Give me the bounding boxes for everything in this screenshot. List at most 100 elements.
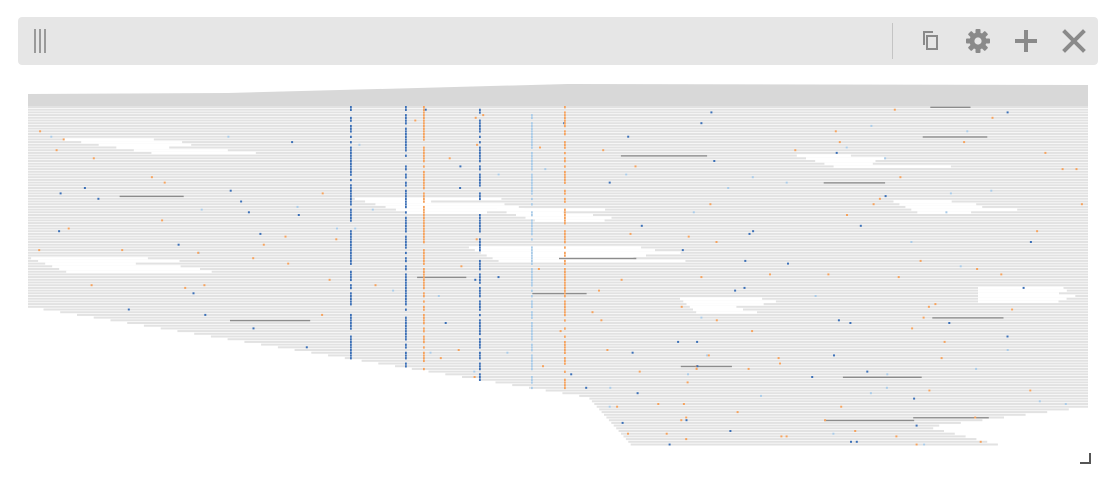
- variant-mark: [479, 351, 481, 354]
- variant-mark: [479, 319, 481, 322]
- read-row: [28, 200, 1088, 203]
- mismatch-mark: [204, 313, 207, 316]
- variant-mark: [350, 284, 352, 287]
- read-gap: [689, 305, 737, 309]
- variant-mark: [350, 316, 352, 319]
- variant-mark: [479, 181, 481, 184]
- mismatch-mark: [197, 251, 200, 254]
- variant-mark: [405, 184, 407, 187]
- variant-mark: [531, 289, 533, 292]
- mismatch-mark: [687, 235, 690, 238]
- mismatch-mark: [392, 289, 395, 292]
- variant-mark: [531, 178, 533, 182]
- variant-mark: [564, 319, 566, 322]
- track-header: [18, 17, 1098, 65]
- read-gap: [486, 254, 646, 258]
- mismatch-mark: [840, 405, 843, 408]
- mismatch-mark: [849, 322, 852, 324]
- mismatch-mark: [55, 149, 58, 152]
- coverage-band: [28, 84, 1088, 106]
- settings-button[interactable]: [963, 26, 993, 56]
- mismatch-mark: [949, 192, 952, 195]
- deletion-mark: [119, 195, 184, 198]
- read-gap: [683, 300, 776, 304]
- variant-mark: [564, 273, 566, 276]
- read-row: [77, 313, 1088, 316]
- mismatch-mark: [682, 403, 685, 405]
- variant-mark: [531, 127, 533, 130]
- read-row: [28, 295, 1088, 297]
- plus-icon: [1015, 30, 1037, 52]
- read-row: [28, 114, 1088, 117]
- variant-mark: [564, 146, 566, 149]
- variant-mark: [564, 359, 566, 363]
- read-gap: [893, 200, 952, 204]
- variant-mark: [564, 284, 566, 287]
- mismatch-mark: [695, 367, 698, 370]
- close-button[interactable]: [1059, 26, 1089, 56]
- mismatch-mark: [354, 227, 357, 230]
- mismatch-mark: [184, 286, 187, 289]
- variant-mark: [423, 181, 425, 184]
- read-row: [361, 359, 1088, 362]
- variant-mark: [564, 197, 566, 201]
- variant-mark: [350, 259, 352, 263]
- pileup-viewport[interactable]: [28, 82, 1088, 446]
- mismatch-mark: [919, 259, 922, 262]
- read-row: [244, 340, 1088, 343]
- mismatch-mark: [616, 405, 619, 408]
- variant-mark: [531, 281, 533, 284]
- variant-mark: [564, 119, 566, 122]
- variant-mark: [405, 281, 407, 284]
- variant-mark: [564, 303, 566, 306]
- variant-mark: [531, 343, 533, 346]
- mismatch-mark: [681, 249, 684, 252]
- variant-mark: [531, 160, 533, 163]
- variant-mark: [350, 276, 352, 279]
- read-row: [28, 130, 1088, 133]
- variant-mark: [350, 108, 352, 111]
- mismatch-mark: [976, 268, 979, 270]
- variant-mark: [423, 165, 425, 168]
- mismatch-mark: [1061, 168, 1064, 171]
- variant-mark: [423, 211, 425, 214]
- drag-handle-icon[interactable]: [32, 29, 48, 53]
- variant-mark: [479, 289, 481, 292]
- mismatch-mark: [744, 259, 747, 262]
- variant-mark: [531, 316, 533, 319]
- read-row: [93, 316, 1088, 319]
- variant-mark: [423, 241, 425, 244]
- copy-button[interactable]: [916, 26, 946, 56]
- variant-mark: [479, 273, 481, 276]
- mismatch-mark: [90, 284, 93, 287]
- variant-mark: [479, 238, 481, 241]
- variant-mark: [350, 273, 352, 276]
- add-button[interactable]: [1011, 26, 1041, 56]
- variant-mark: [423, 278, 425, 282]
- mismatch-mark: [177, 243, 180, 246]
- variant-mark: [350, 324, 352, 327]
- read-gap: [905, 205, 983, 209]
- read-row: [579, 394, 1088, 397]
- read-row: [28, 122, 1088, 125]
- mismatch-mark: [608, 405, 611, 408]
- variant-mark: [350, 262, 352, 265]
- variant-mark: [405, 149, 407, 152]
- variant-mark: [350, 303, 352, 306]
- read-row: [606, 416, 1004, 419]
- read-row: [28, 262, 1088, 265]
- read-gap: [911, 208, 1018, 212]
- mismatch-mark: [305, 346, 308, 349]
- variant-mark: [531, 232, 533, 236]
- variant-mark: [564, 262, 566, 265]
- variant-mark: [479, 224, 481, 228]
- variant-mark: [405, 338, 407, 341]
- variant-mark: [423, 259, 425, 263]
- mismatch-mark: [927, 305, 930, 308]
- read-row: [28, 119, 1088, 122]
- mismatch-mark: [680, 305, 683, 308]
- mismatch-mark: [748, 232, 751, 235]
- resize-handle-icon[interactable]: [1078, 450, 1092, 464]
- variant-mark: [423, 354, 425, 357]
- mismatch-mark: [287, 262, 290, 265]
